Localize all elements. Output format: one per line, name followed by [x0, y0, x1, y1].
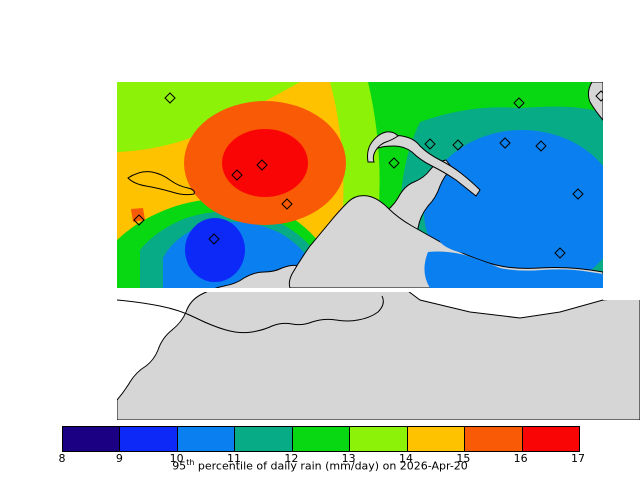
island-outline-west	[127, 171, 195, 196]
precipitation-contour-map	[0, 0, 640, 420]
colorbar-tick-9: 9	[115, 452, 123, 465]
station-marker	[133, 214, 145, 226]
contour-patch-west	[131, 208, 145, 222]
colorbar-band-13-14[interactable]	[350, 427, 408, 451]
colorbar-band-12-13[interactable]	[292, 427, 351, 451]
station-marker	[452, 139, 464, 151]
station-marker	[535, 140, 547, 152]
land-spit-hook	[367, 131, 399, 163]
water-inlet-lower	[438, 230, 506, 255]
colorbar-tick-10: 10	[169, 452, 184, 465]
station-marker	[208, 233, 220, 245]
station-marker	[164, 92, 176, 104]
colorbar-band-11-12[interactable]	[235, 427, 293, 451]
colorbar[interactable]	[62, 426, 580, 452]
colorbar-band-14-15[interactable]	[407, 427, 466, 451]
colorbar-tick-14: 14	[399, 452, 413, 465]
colorbar-band-8-9[interactable]	[63, 427, 121, 451]
colorbar-tick-16: 16	[513, 452, 528, 465]
colorbar-tick-15: 15	[456, 452, 471, 465]
station-marker	[424, 138, 436, 150]
colorbar-tick-11: 11	[227, 452, 241, 465]
station-marker	[231, 169, 243, 181]
station-marker	[388, 157, 400, 169]
colorbar-band-16-17[interactable]	[522, 427, 579, 451]
contour-band-12-13-ne	[390, 82, 603, 170]
station-marker	[554, 247, 566, 259]
station-marker	[513, 97, 525, 109]
contour-band-9-10-sw-core	[185, 218, 245, 282]
station-marker	[281, 198, 293, 210]
water-inlet-upper	[450, 193, 510, 222]
station-marker	[499, 137, 511, 149]
water-bay-south	[424, 251, 603, 288]
colorbar-tick-17: 17	[571, 452, 585, 465]
colorbar-ticks: 8 9 10 11 12 13 14 15 16 17	[0, 452, 640, 466]
contour-field	[117, 82, 603, 288]
station-marker	[572, 188, 584, 200]
land-lower-middle	[288, 195, 603, 288]
colorbar-tick-13: 13	[341, 452, 356, 465]
colorbar-tick-8: 8	[58, 452, 66, 465]
colorbar-caption: 95th percentile of daily rain (mm/day) o…	[172, 458, 468, 473]
colorbar-band-10-11[interactable]	[177, 427, 236, 451]
station-marker	[256, 159, 268, 171]
colorbar-band-9-10[interactable]	[120, 427, 178, 451]
plot-margins	[0, 0, 640, 420]
colorbar-tick-12: 12	[284, 452, 299, 465]
land-right-edge	[587, 82, 603, 121]
contour-band-13-14-nw	[117, 82, 300, 152]
land-inside-plot	[127, 82, 603, 288]
colorbar-band-15-16[interactable]	[465, 427, 523, 451]
coastline-north-of-land	[116, 295, 384, 334]
